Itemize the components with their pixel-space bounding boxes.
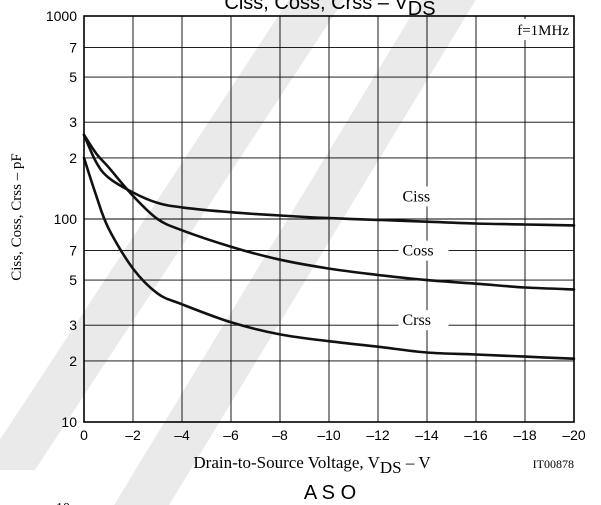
series-line-crss [82,156,576,360]
series-label-bg-crss [398,310,449,331]
series-label-crss: Crss [403,312,431,329]
x-tick-label-1: –2 [125,427,141,443]
x-tick-label-7: –14 [415,427,439,443]
series-line-ciss [82,133,576,227]
y-tick-label-7: 5 [69,272,77,288]
chart-title: Ciss, Coss, Crss – VDS [224,0,435,20]
series-lines [82,133,576,360]
y-tick-label-0: 1000 [46,8,77,24]
next-chart-title: A S O [304,482,356,504]
next-chart-fragment: 10 [56,501,70,505]
x-tick-label-0: 0 [80,427,88,443]
tick-labels: 0 –2 –4 –6 –8 –10 –12 –14 –16 –18 –20 1000 7 5 3 2 100 7 5… [46,8,586,443]
figure-code: IT00878 [533,457,574,471]
y-tick-label-10: 10 [61,414,77,430]
x-tick-label-3: –6 [223,427,239,443]
x-tick-label-2: –4 [174,427,190,443]
series-line-coss [82,133,576,291]
annotation-frequency: f=1MHz [517,23,569,39]
y-tick-label-2: 5 [69,69,77,85]
y-tick-label-3: 3 [69,114,77,130]
watermark-stripe-1 [0,0,344,470]
x-tick-label-4: –8 [272,427,288,443]
y-tick-label-4: 2 [69,150,77,166]
x-tick-label-5: –10 [317,427,341,443]
y-tick-label-8: 3 [69,317,77,333]
series-label-bg-ciss [398,186,449,207]
grid [84,16,574,422]
x-axis-label: Drain-to-Source Voltage, VDS – V [193,453,431,477]
series-label-bg-coss [398,240,449,261]
x-tick-label-9: –18 [513,427,537,443]
annotation-background [504,19,571,40]
y-tick-label-6: 7 [69,242,77,258]
x-tick-label-8: –16 [464,427,488,443]
y-axis-label: Ciss, Coss, Crss – pF [9,153,25,281]
series-label-coss: Coss [403,243,434,260]
y-tick-label-1: 7 [69,39,77,55]
series-labels: Ciss Coss Crss [398,186,449,331]
plot-frame [83,15,575,423]
y-tick-label-5: 100 [54,211,78,227]
watermark [0,0,476,505]
watermark-stripe-2 [114,0,476,505]
x-tick-label-6: –12 [366,427,390,443]
x-tick-label-10: –20 [562,427,586,443]
series-label-ciss: Ciss [403,188,431,205]
y-tick-label-9: 2 [69,353,77,369]
